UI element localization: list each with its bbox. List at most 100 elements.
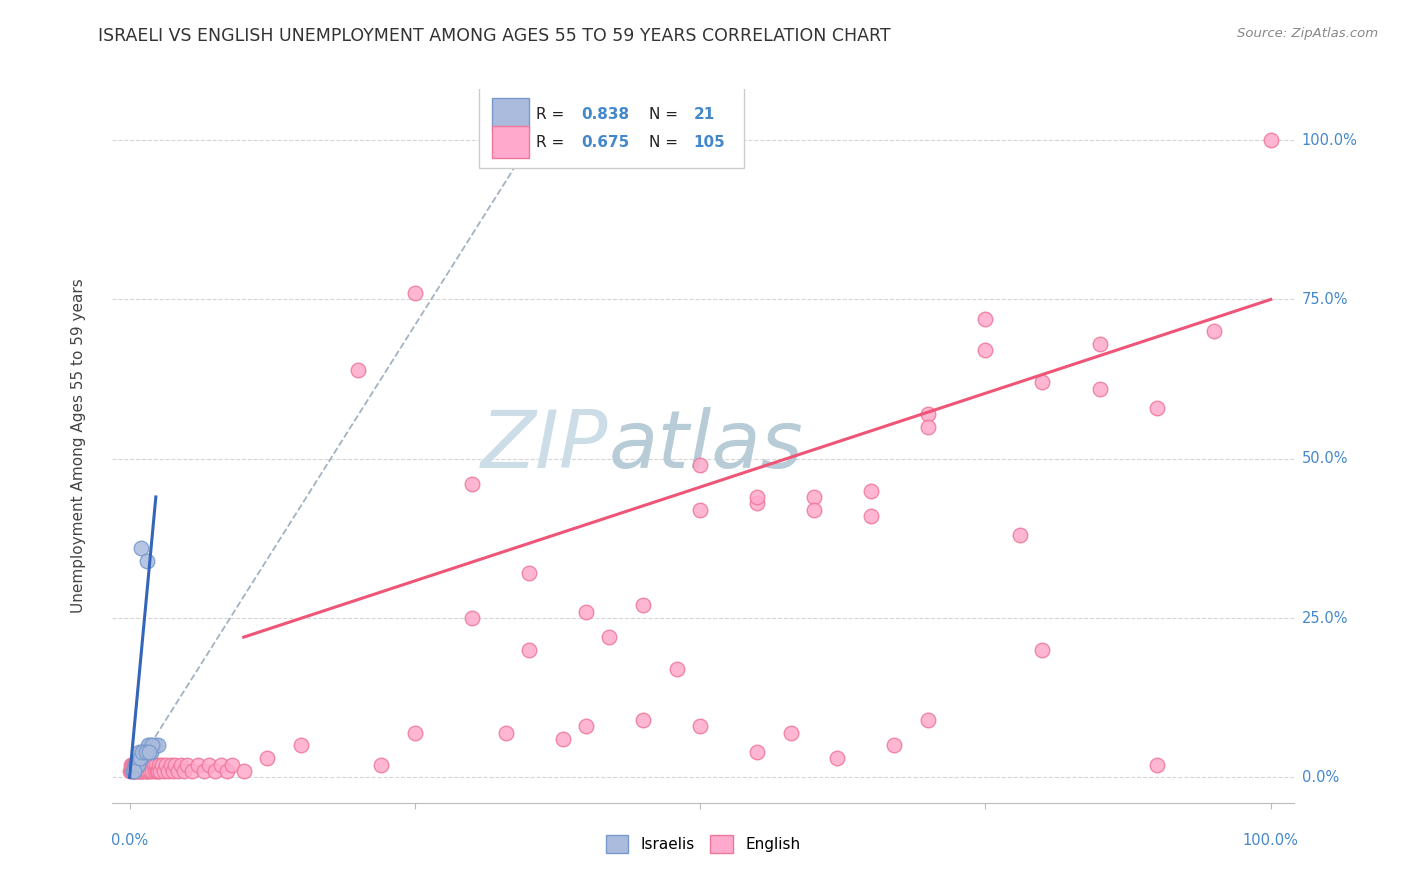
English: [120, 764, 142, 778]
Text: 21: 21: [693, 107, 714, 122]
English: [689, 502, 711, 516]
Israelis: [143, 739, 166, 753]
English: [128, 757, 150, 772]
English: [128, 764, 150, 778]
English: [215, 764, 238, 778]
Text: R =: R =: [537, 107, 569, 122]
English: [122, 764, 145, 778]
English: [170, 757, 193, 772]
English: [917, 407, 939, 421]
English: [1202, 324, 1225, 338]
English: [173, 764, 195, 778]
English: [1088, 337, 1111, 351]
FancyBboxPatch shape: [478, 86, 744, 168]
English: [553, 732, 575, 747]
Israelis: [134, 745, 156, 759]
Israelis: [127, 757, 149, 772]
English: [747, 496, 769, 510]
English: [145, 757, 167, 772]
English: [125, 757, 148, 772]
English: [128, 757, 150, 772]
English: [162, 764, 184, 778]
Israelis: [129, 751, 152, 765]
English: [136, 764, 159, 778]
English: [747, 490, 769, 504]
Text: N =: N =: [648, 107, 682, 122]
Text: ISRAELI VS ENGLISH UNEMPLOYMENT AMONG AGES 55 TO 59 YEARS CORRELATION CHART: ISRAELI VS ENGLISH UNEMPLOYMENT AMONG AG…: [98, 27, 891, 45]
English: [129, 757, 152, 772]
English: [138, 757, 160, 772]
English: [159, 757, 181, 772]
English: [132, 757, 155, 772]
English: [346, 362, 368, 376]
English: [860, 483, 883, 498]
English: [150, 757, 173, 772]
English: [135, 764, 157, 778]
English: [803, 490, 825, 504]
English: [176, 757, 198, 772]
English: [1008, 528, 1031, 542]
English: [974, 343, 997, 358]
English: [132, 764, 155, 778]
English: [883, 739, 905, 753]
English: [124, 757, 146, 772]
English: [256, 751, 278, 765]
English: [141, 764, 163, 778]
Text: 100.0%: 100.0%: [1302, 133, 1358, 148]
English: [860, 509, 883, 524]
English: [125, 764, 148, 778]
English: [153, 764, 176, 778]
Israelis: [122, 764, 145, 778]
Text: Source: ZipAtlas.com: Source: ZipAtlas.com: [1237, 27, 1378, 40]
English: [575, 719, 598, 733]
English: [146, 764, 169, 778]
English: [181, 764, 204, 778]
English: [187, 757, 209, 772]
English: [517, 643, 540, 657]
English: [517, 566, 540, 581]
Text: ZIP: ZIP: [481, 407, 609, 485]
English: [121, 764, 143, 778]
Israelis: [128, 751, 150, 765]
English: [404, 286, 426, 301]
English: [1146, 757, 1168, 772]
English: [404, 725, 426, 739]
English: [1088, 382, 1111, 396]
English: [124, 764, 146, 778]
Israelis: [146, 739, 169, 753]
Israelis: [141, 739, 163, 753]
Israelis: [139, 739, 162, 753]
English: [165, 757, 187, 772]
Israelis: [138, 745, 160, 759]
FancyBboxPatch shape: [492, 98, 530, 131]
English: [370, 757, 392, 772]
English: [689, 719, 711, 733]
English: [127, 757, 149, 772]
English: [825, 751, 848, 765]
English: [122, 757, 145, 772]
English: [974, 311, 997, 326]
Israelis: [128, 745, 150, 759]
English: [232, 764, 254, 778]
English: [135, 764, 157, 778]
Text: 100.0%: 100.0%: [1243, 833, 1299, 848]
Text: 0.838: 0.838: [581, 107, 630, 122]
English: [122, 757, 145, 772]
English: [141, 757, 163, 772]
English: [1146, 401, 1168, 415]
Israelis: [124, 757, 146, 772]
English: [135, 757, 157, 772]
English: [198, 757, 221, 772]
English: [204, 764, 226, 778]
English: [149, 764, 172, 778]
Israelis: [132, 745, 155, 759]
English: [917, 420, 939, 434]
English: [631, 599, 654, 613]
English: [128, 764, 150, 778]
Israelis: [135, 554, 157, 568]
English: [461, 611, 484, 625]
Legend: Israelis, English: Israelis, English: [599, 829, 807, 859]
Israelis: [136, 739, 159, 753]
Israelis: [141, 745, 163, 759]
English: [803, 502, 825, 516]
